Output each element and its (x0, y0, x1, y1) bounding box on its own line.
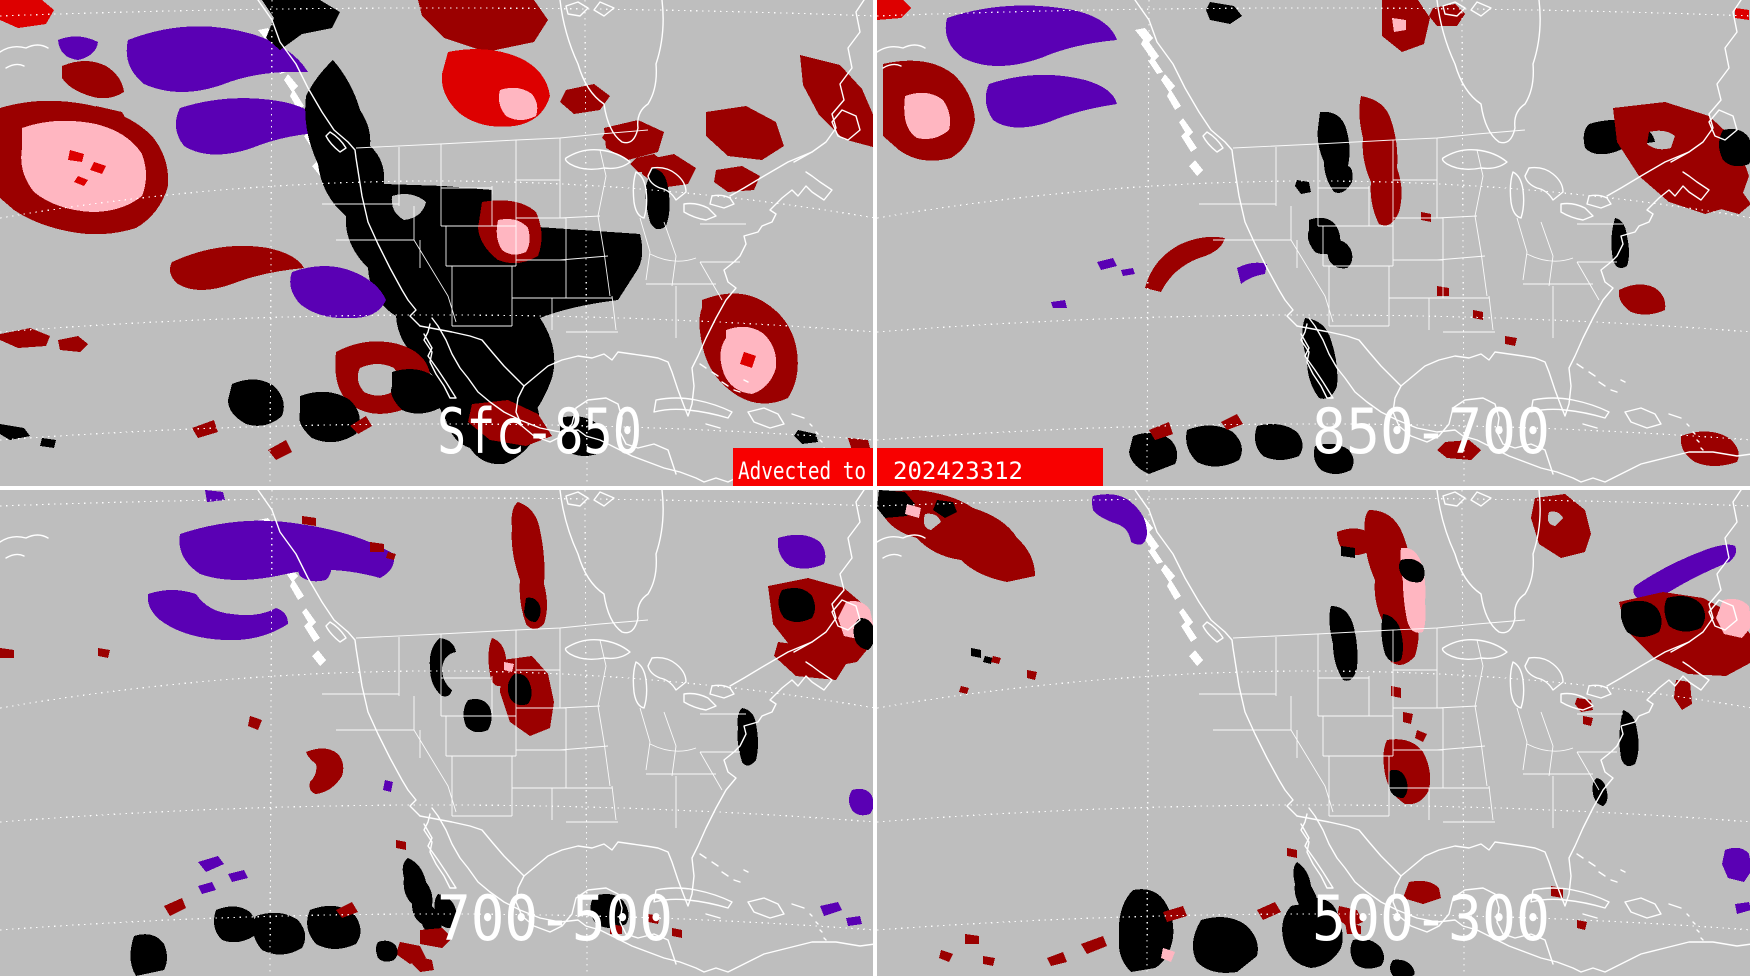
advected-time-banner: Advected to 202423312 (733, 448, 1103, 486)
banner-prefix-text: Advected to (738, 457, 866, 485)
panel-label-sfc-850: Sfc-850 (437, 395, 642, 468)
moisture-field-500-300 (877, 490, 1750, 976)
horizontal-panel-divider (0, 486, 1750, 490)
banner-right-box (877, 448, 1103, 486)
banner-left-box (733, 448, 873, 486)
panel-sfc-850 (0, 0, 875, 486)
panel-label-700-500: 700-500 (437, 882, 673, 955)
moisture-field-sfc-850 (0, 0, 875, 465)
banner-timestamp-text: 202423312 (893, 457, 1023, 485)
panel-label-850-700: 850-700 (1312, 395, 1550, 468)
panel-500-300 (877, 490, 1750, 976)
panel-label-500-300: 500-300 (1312, 882, 1550, 955)
moisture-field-850-700 (877, 0, 1750, 474)
panel-700-500 (0, 490, 875, 976)
panel-850-700 (877, 0, 1750, 486)
moisture-field-700-500 (0, 490, 875, 976)
